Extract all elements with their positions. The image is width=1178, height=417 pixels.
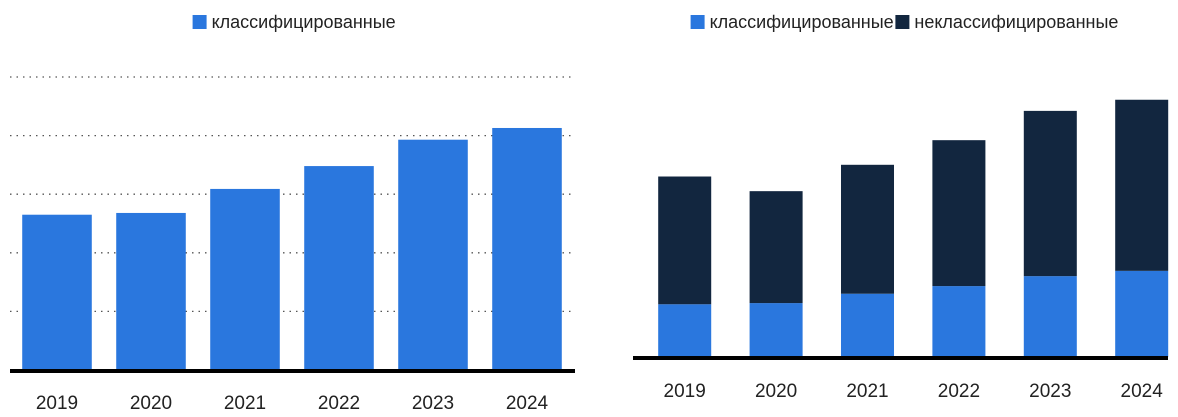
bar	[1023, 276, 1077, 357]
legend-label: классифицированные	[212, 12, 396, 32]
bar	[840, 293, 895, 357]
legend-swatch	[192, 15, 207, 29]
x-tick-label: 2022	[938, 381, 980, 402]
x-tick-label: 2021	[846, 381, 888, 402]
legend-label: классифицированные	[710, 12, 894, 32]
bar	[1115, 270, 1169, 357]
bar	[932, 140, 986, 287]
x-tick-label: 2024	[1121, 381, 1164, 402]
bar	[210, 188, 280, 370]
bar	[304, 166, 374, 370]
legend-label: неклассифицированные	[914, 12, 1118, 32]
x-tick-label: 2019	[36, 393, 78, 412]
x-tick-label: 2021	[224, 393, 266, 412]
bar	[116, 212, 186, 370]
bar	[749, 191, 803, 304]
x-tick-label: 2019	[664, 381, 706, 402]
bar	[749, 303, 803, 357]
x-tick-label: 2024	[506, 393, 549, 412]
bar	[1115, 99, 1169, 271]
bar	[658, 304, 712, 357]
bar	[492, 127, 562, 371]
bar	[398, 139, 468, 370]
legend-swatch	[895, 15, 910, 29]
legend-swatch	[690, 15, 705, 29]
x-tick-label: 2022	[318, 393, 360, 412]
bar	[1023, 110, 1077, 277]
bar	[22, 214, 92, 370]
x-tick-label: 2020	[755, 381, 797, 402]
x-tick-label: 2023	[1029, 381, 1071, 402]
bar	[658, 176, 712, 305]
bar	[932, 286, 986, 357]
bar	[840, 164, 895, 294]
x-tick-label: 2020	[130, 393, 172, 412]
x-tick-label: 2023	[412, 393, 454, 412]
